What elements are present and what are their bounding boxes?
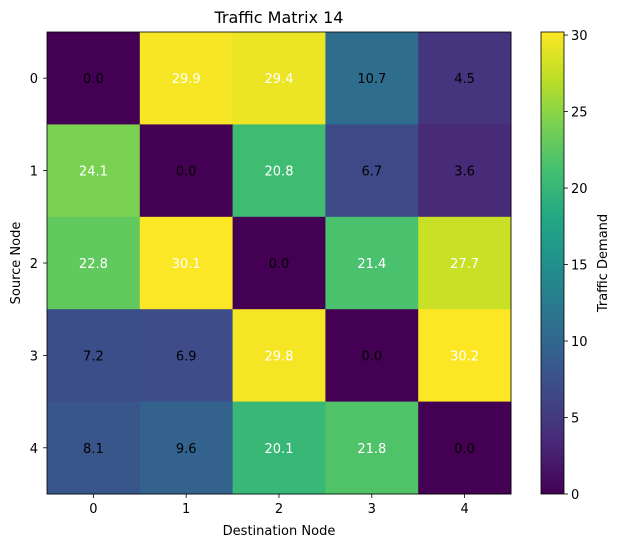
colorbar-tick-label: 30	[571, 29, 588, 44]
y-tick-label: 2	[30, 257, 38, 272]
heatmap-cell	[47, 309, 141, 403]
colorbar-ticks: 0 5 10 15 20 25 30	[564, 29, 588, 503]
cell-value-label: 6.7	[361, 165, 382, 180]
chart-title: Traffic Matrix 14	[214, 8, 344, 27]
colorbar-tick-label: 15	[571, 259, 588, 274]
x-tick-label: 0	[89, 502, 97, 517]
heatmap-cell	[325, 124, 419, 218]
heatmap-cell	[325, 216, 419, 310]
heatmap-cell	[325, 401, 419, 495]
cell-value-label: 4.5	[454, 72, 475, 87]
heatmap-cells	[47, 32, 512, 495]
heatmap-cell	[47, 32, 141, 125]
heatmap-cell	[325, 32, 419, 125]
cell-value-label: 3.6	[454, 165, 475, 180]
cell-value-label: 10.7	[357, 72, 386, 87]
cell-value-label: 30.1	[172, 257, 201, 272]
heatmap-cell	[232, 124, 326, 218]
cell-value-label: 24.1	[79, 165, 108, 180]
x-axis-ticks: 0 1 2 3 4	[89, 494, 469, 517]
heatmap-cell	[139, 401, 234, 495]
cell-value-label: 27.7	[450, 257, 479, 272]
y-tick-label: 0	[30, 72, 38, 87]
cell-value-label: 20.1	[265, 442, 294, 457]
x-tick-label: 1	[182, 502, 190, 517]
y-axis-label: Source Node	[9, 222, 24, 305]
cell-value-label: 21.4	[357, 257, 386, 272]
colorbar-label: Traffic Demand	[596, 214, 611, 313]
x-tick-label: 4	[460, 502, 468, 517]
y-tick-label: 3	[30, 349, 38, 364]
cell-value-label: 9.6	[176, 442, 197, 457]
heatmap-cell	[232, 401, 326, 495]
y-tick-label: 1	[30, 165, 38, 180]
colorbar-tick-label: 5	[571, 412, 579, 427]
cell-value-label: 0.0	[269, 257, 290, 272]
x-axis-label: Destination Node	[223, 524, 336, 539]
colorbar-tick-label: 10	[571, 335, 588, 350]
heatmap-cell	[232, 216, 326, 310]
heatmap-cell	[232, 32, 326, 125]
cell-value-label: 0.0	[176, 165, 197, 180]
cell-value-label: 29.4	[265, 72, 294, 87]
heatmap-cell	[418, 124, 512, 218]
colorbar	[540, 31, 565, 495]
cell-value-label: 21.8	[357, 442, 386, 457]
y-tick-label: 4	[30, 442, 38, 457]
cell-value-label: 0.0	[83, 72, 104, 87]
cell-value-label: 30.2	[450, 349, 479, 364]
x-tick-label: 2	[275, 502, 283, 517]
cell-value-label: 0.0	[454, 442, 475, 457]
heatmap-cell	[47, 124, 141, 218]
cell-value-label: 22.8	[79, 257, 108, 272]
cell-value-label: 7.2	[83, 349, 104, 364]
colorbar-tick-label: 25	[571, 106, 588, 121]
cell-value-label: 6.9	[176, 349, 197, 364]
colorbar-tick-label: 0	[571, 488, 579, 503]
x-tick-label: 3	[368, 502, 376, 517]
heatmap-cell-labels: 0.0 29.9 29.4 10.7 4.5 24.1 0.0 20.8 6.7 3.6 22.8 3…	[79, 72, 479, 457]
heatmap-cell	[325, 309, 419, 403]
heatmap-cell	[418, 401, 512, 495]
cell-value-label: 29.9	[172, 72, 201, 87]
heatmap-cell	[47, 401, 141, 495]
cell-value-label: 8.1	[83, 442, 104, 457]
heatmap-cell	[232, 309, 326, 403]
colorbar-tick-label: 20	[571, 182, 588, 197]
cell-value-label: 29.8	[265, 349, 294, 364]
heatmap-cell	[418, 216, 512, 310]
heatmap-cell	[139, 32, 234, 125]
heatmap-cell	[418, 309, 512, 403]
heatmap-cell	[139, 216, 234, 310]
y-axis-ticks: 0 1 2 3 4	[30, 72, 47, 457]
heatmap-cell	[139, 124, 234, 218]
heatmap-cell	[47, 216, 141, 310]
heatmap-cell	[418, 32, 512, 125]
cell-value-label: 0.0	[361, 349, 382, 364]
cell-value-label: 20.8	[265, 165, 294, 180]
heatmap-cell	[139, 309, 234, 403]
